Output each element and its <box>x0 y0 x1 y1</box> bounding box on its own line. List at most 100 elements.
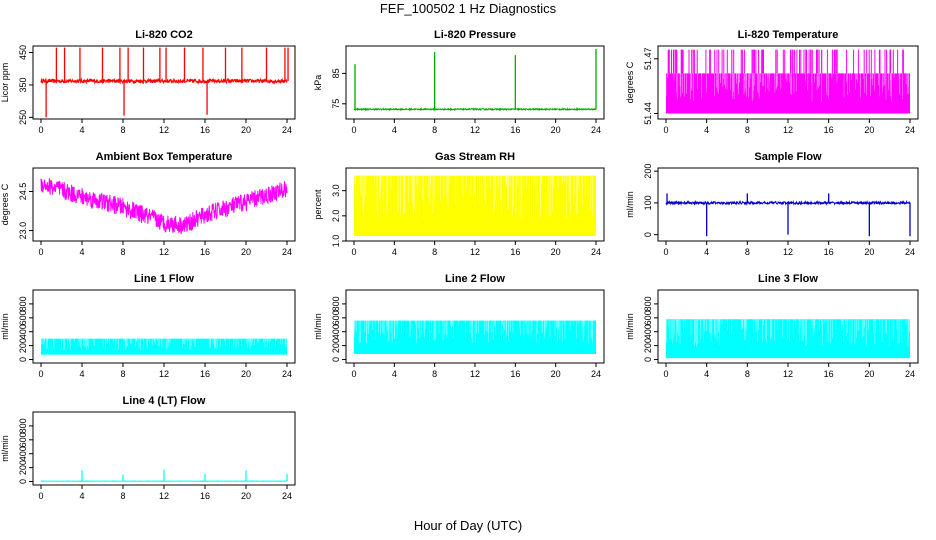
x-tick-label: 4 <box>392 125 397 135</box>
series-line <box>40 77 288 85</box>
x-tick-label: 16 <box>200 125 210 135</box>
y-tick-label: 800 <box>18 418 28 433</box>
x-tick-label: 8 <box>745 369 750 379</box>
x-tick-label: 0 <box>38 247 43 257</box>
x-tick-label: 8 <box>432 125 437 135</box>
x-tick-label: 8 <box>432 369 437 379</box>
y-tick-label: 600 <box>18 432 28 447</box>
page-title: FEF_100502 1 Hz Diagnostics <box>379 1 557 16</box>
x-tick-label: 24 <box>282 125 292 135</box>
x-tick-label: 12 <box>470 369 480 379</box>
chart-panel-3: Li-820 Temperature degrees C 0 4 8 12 16 20 24 51… <box>625 29 919 135</box>
x-tick-label: 16 <box>200 491 210 501</box>
chart-panel-7: Line 1 Flow ml/min 0 4 8 12 16 20 24 0 20040060080… <box>0 273 296 379</box>
y-tick-label: 600 <box>331 310 341 325</box>
y-tick-label: 400 <box>18 446 28 461</box>
series-group <box>40 469 288 483</box>
y-tick-label: 2.0 <box>331 210 341 223</box>
y-tick-label: 800 <box>643 296 653 311</box>
x-tick-label: 20 <box>241 491 251 501</box>
y-tick-label: 600 <box>18 310 28 325</box>
series-group <box>41 338 287 355</box>
y-tick-label: 200 <box>331 338 341 353</box>
x-tick-label: 0 <box>663 369 668 379</box>
y-tick-label: 350 <box>18 77 28 92</box>
chart-panel-6: Sample Flow ml/min 0 4 8 12 16 20 24 0 100 200 <box>625 151 919 257</box>
y-tick-label: 3.0 <box>331 184 341 197</box>
x-tick-label: 12 <box>783 247 793 257</box>
x-tick-label: 8 <box>432 247 437 257</box>
chart-panel-8: Line 2 Flow ml/min 0 4 8 12 16 20 24 0 20040060080… <box>313 273 605 379</box>
chart-panel-4: Ambient Box Temperature degrees C 0 4 8 12 16 2… <box>0 151 296 257</box>
x-tick-label: 8 <box>745 125 750 135</box>
series-line <box>40 178 288 235</box>
y-tick-label: 0 <box>331 357 341 362</box>
y-axis-label: ml/min <box>313 313 323 340</box>
series-texture <box>666 319 910 347</box>
x-tick-label: 20 <box>241 247 251 257</box>
series-group <box>665 193 911 237</box>
series-spikes <box>667 49 904 74</box>
x-tick-label: 4 <box>704 369 709 379</box>
chart-title: Line 4 (LT) Flow <box>123 395 206 407</box>
x-tick-label: 12 <box>783 369 793 379</box>
x-tick-label: 24 <box>591 369 601 379</box>
series-group <box>665 49 910 114</box>
x-tick-label: 24 <box>905 247 915 257</box>
x-tick-label: 0 <box>38 491 43 501</box>
chart-title: Li-820 CO2 <box>135 29 192 41</box>
x-tick-label: 4 <box>704 125 709 135</box>
y-axis-label: kPa <box>313 75 323 91</box>
chart-title: Sample Flow <box>754 151 822 163</box>
x-tick-label: 24 <box>282 247 292 257</box>
series-texture <box>354 175 593 218</box>
x-tick-label: 12 <box>159 369 169 379</box>
y-tick-label: 51.44 <box>643 102 653 125</box>
chart-title: Li-820 Temperature <box>738 29 839 41</box>
series-band <box>41 338 287 355</box>
y-axis-label: degrees C <box>0 183 10 225</box>
x-tick-label: 20 <box>864 369 874 379</box>
x-tick-label: 20 <box>864 247 874 257</box>
x-tick-label: 16 <box>200 369 210 379</box>
chart-title: Line 3 Flow <box>758 273 818 285</box>
chart-title: Line 1 Flow <box>134 273 194 285</box>
y-axis-label: ml/min <box>0 313 10 340</box>
x-tick-label: 4 <box>704 247 709 257</box>
plot-frame <box>345 45 605 120</box>
series-group <box>666 319 910 359</box>
y-tick-label: 800 <box>331 296 341 311</box>
x-tick-label: 8 <box>745 247 750 257</box>
chart-panel-9: Line 3 Flow ml/min 0 4 8 12 16 20 24 0 20040060080… <box>625 273 919 379</box>
x-tick-label: 12 <box>470 247 480 257</box>
x-tick-label: 24 <box>905 369 915 379</box>
y-tick-label: 800 <box>18 296 28 311</box>
x-tick-label: 4 <box>79 247 84 257</box>
x-tick-label: 8 <box>120 491 125 501</box>
y-tick-label: 24.5 <box>18 183 28 201</box>
y-tick-label: 600 <box>643 310 653 325</box>
series-group <box>40 47 289 118</box>
chart-title: Li-820 Pressure <box>434 29 516 41</box>
x-tick-label: 20 <box>241 369 251 379</box>
series-group <box>40 178 288 235</box>
x-tick-label: 0 <box>38 369 43 379</box>
x-tick-label: 4 <box>392 247 397 257</box>
x-tick-label: 12 <box>159 125 169 135</box>
x-tick-label: 0 <box>351 369 356 379</box>
x-tick-label: 4 <box>79 125 84 135</box>
y-axis-label: percent <box>313 189 323 220</box>
x-tick-label: 0 <box>663 247 668 257</box>
x-tick-label: 24 <box>282 491 292 501</box>
x-tick-label: 24 <box>591 247 601 257</box>
x-tick-label: 8 <box>120 125 125 135</box>
y-tick-label: 200 <box>643 338 653 353</box>
x-tick-label: 20 <box>551 125 561 135</box>
y-tick-label: 400 <box>331 324 341 339</box>
y-tick-label: 400 <box>18 324 28 339</box>
x-tick-label: 12 <box>783 125 793 135</box>
y-tick-label: 200 <box>643 164 653 179</box>
x-tick-label: 16 <box>510 247 520 257</box>
chart-panel-1: Li-820 CO2 Licor ppm 0 4 8 12 16 20 24 250 350 450 <box>0 29 296 135</box>
series-group <box>353 320 596 354</box>
